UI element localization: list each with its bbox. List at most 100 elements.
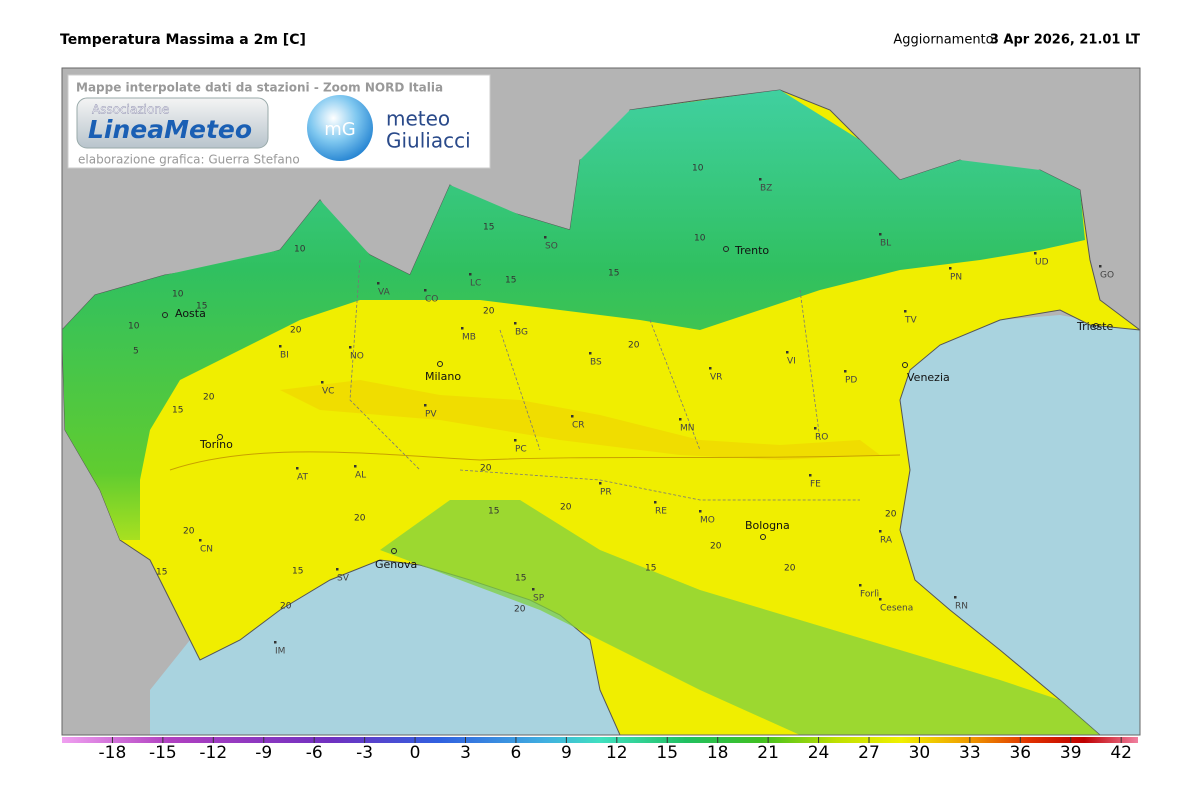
colorbar-tick-label: 6 bbox=[511, 743, 522, 763]
contour-label: 15 bbox=[483, 223, 494, 233]
colorbar-tick-label: 24 bbox=[808, 743, 830, 763]
province-label: CN bbox=[200, 545, 213, 555]
logo-lineameteo bbox=[76, 97, 269, 149]
city-label: Milano bbox=[425, 370, 461, 383]
city-label: Venezia bbox=[907, 371, 950, 384]
contour-label: 15 bbox=[196, 302, 207, 312]
province-marker bbox=[879, 233, 882, 236]
adriatic-sea bbox=[900, 315, 1140, 735]
map-frame bbox=[61, 67, 1141, 736]
province-marker bbox=[859, 584, 862, 587]
colorbar-tick-label: -18 bbox=[99, 743, 127, 763]
logo-top-text: Associazione bbox=[92, 103, 169, 117]
province-label: AT bbox=[297, 473, 308, 483]
province-marker bbox=[424, 289, 427, 292]
colorbar-tick-label: 18 bbox=[707, 743, 729, 763]
province-label: BL bbox=[880, 239, 891, 249]
province-marker bbox=[759, 178, 762, 181]
province-label: MB bbox=[462, 333, 476, 343]
contour-label: 20 bbox=[885, 510, 897, 520]
province-marker bbox=[377, 282, 380, 285]
contour-label: 15 bbox=[645, 564, 656, 574]
contour-label: 15 bbox=[292, 567, 303, 577]
contour-label: 15 bbox=[172, 406, 183, 416]
colorbar-tick-label: 30 bbox=[909, 743, 931, 763]
colorbar-tick-label: 9 bbox=[561, 743, 572, 763]
province-marker bbox=[336, 568, 339, 571]
credit: elaborazione grafica: Guerra Stefano bbox=[78, 153, 300, 167]
province-marker bbox=[589, 352, 592, 355]
province-label: RN bbox=[955, 602, 968, 612]
province-label: PV bbox=[425, 410, 437, 420]
province-label: RA bbox=[880, 536, 893, 546]
contour-label: 20 bbox=[628, 341, 640, 351]
colorbar-tick-label: -9 bbox=[255, 743, 272, 763]
contour-label: 20 bbox=[290, 326, 302, 336]
province-marker bbox=[571, 415, 574, 418]
province-label: PN bbox=[950, 273, 962, 283]
province-label: VR bbox=[710, 373, 722, 383]
logo-mark-text: mG bbox=[324, 119, 355, 140]
province-label: RO bbox=[815, 433, 828, 443]
province-marker bbox=[904, 310, 907, 313]
province-marker bbox=[321, 381, 324, 384]
update-label: Aggiornamento: bbox=[893, 33, 998, 48]
province-label: IM bbox=[275, 647, 285, 657]
colorbar-tick-label: 12 bbox=[606, 743, 628, 763]
colorbar-tick-label: -12 bbox=[199, 743, 227, 763]
province-marker bbox=[1099, 265, 1102, 268]
logo-line2: Giuliacci bbox=[386, 129, 471, 153]
province-marker bbox=[1034, 252, 1037, 255]
province-marker bbox=[532, 588, 535, 591]
contour-label: 20 bbox=[354, 514, 366, 524]
province-marker bbox=[461, 327, 464, 330]
province-marker bbox=[279, 345, 282, 348]
province-marker bbox=[599, 482, 602, 485]
province-label: PD bbox=[845, 376, 857, 386]
city-marker bbox=[902, 362, 908, 368]
province-marker bbox=[699, 510, 702, 513]
contour-label: 20 bbox=[183, 527, 195, 537]
city-marker bbox=[760, 534, 766, 540]
province-label: CR bbox=[572, 421, 585, 431]
update-time: 3 Apr 2026, 21.01 LT bbox=[990, 33, 1140, 48]
province-label: BZ bbox=[760, 184, 772, 194]
info-box: Mappe interpolate dati da stazioni - Zoo… bbox=[67, 74, 491, 169]
contour-label: 10 bbox=[172, 290, 184, 300]
province-marker bbox=[654, 501, 657, 504]
province-label: BI bbox=[280, 351, 289, 361]
province-marker bbox=[844, 370, 847, 373]
province-marker bbox=[949, 267, 952, 270]
contour-label: 20 bbox=[280, 602, 292, 612]
contour-label: 10 bbox=[128, 322, 140, 332]
province-label: SV bbox=[337, 574, 350, 584]
province-label: BS bbox=[590, 358, 602, 368]
province-marker bbox=[469, 273, 472, 276]
province-marker bbox=[709, 367, 712, 370]
contour-label: 5 bbox=[133, 347, 139, 357]
province-marker bbox=[544, 236, 547, 239]
province-marker bbox=[879, 530, 882, 533]
contour-label: 15 bbox=[156, 568, 167, 578]
province-marker bbox=[879, 598, 882, 601]
apennine-zone bbox=[380, 500, 1100, 735]
contour-label: 10 bbox=[294, 245, 306, 255]
province-label: Cesena bbox=[880, 604, 913, 614]
colorbar-tick-label: 15 bbox=[656, 743, 678, 763]
colorbar-tick-label: -15 bbox=[149, 743, 177, 763]
logo-name: LineaMeteo bbox=[88, 115, 252, 144]
city-label: Torino bbox=[199, 438, 233, 451]
province-marker bbox=[199, 539, 202, 542]
alpine-zone bbox=[62, 90, 1085, 540]
province-label: LC bbox=[470, 279, 481, 289]
province-marker bbox=[786, 351, 789, 354]
city-marker bbox=[723, 246, 729, 252]
province-label: Forlì bbox=[860, 590, 879, 600]
ligurian-sea bbox=[150, 560, 620, 735]
colorbar-tick-label: 0 bbox=[410, 743, 421, 763]
province-marker bbox=[814, 427, 817, 430]
title: Temperatura Massima a 2m [C] bbox=[60, 32, 306, 48]
colorbar-tick-label: -6 bbox=[306, 743, 323, 763]
info-caption: Mappe interpolate dati da stazioni - Zoo… bbox=[76, 81, 443, 95]
